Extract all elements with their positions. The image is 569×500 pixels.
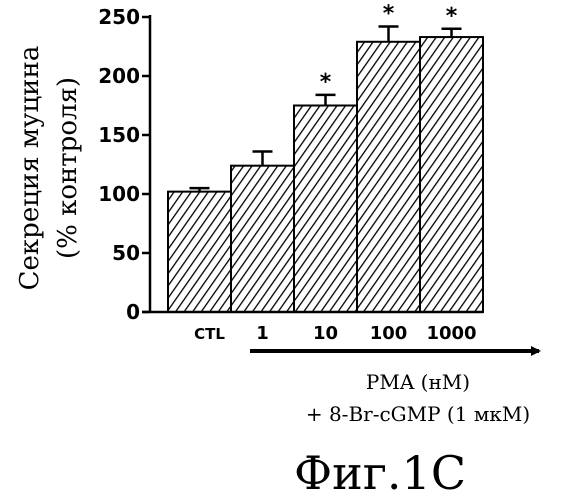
- x-tick-label: 1000: [426, 323, 476, 344]
- x-tick-label: CTL: [194, 325, 225, 343]
- bar: [357, 42, 420, 312]
- y-axis-title: Секреция муцина (% контроля): [15, 46, 83, 291]
- y-tick-label: 0: [126, 300, 140, 324]
- y-tick-label: 200: [98, 64, 140, 88]
- y-tick-label: 250: [98, 5, 140, 29]
- significance-marker: *: [320, 70, 332, 95]
- y-tick-label: 150: [98, 123, 140, 147]
- x-axis-title-line2: + 8-Br-cGMP (1 мкМ): [306, 402, 530, 426]
- y-axis-title-line1: Секреция муцина: [15, 46, 45, 291]
- bar: [294, 106, 357, 313]
- plot-area: 0 50 100 150 200 250 CTL 1 * 10 * 100 * 1000: [98, 1, 483, 344]
- bar: [420, 37, 483, 312]
- x-tick-label: 10: [313, 323, 338, 344]
- y-axis-title-line2: (% контроля): [53, 77, 83, 259]
- x-tick-label: 100: [370, 323, 408, 344]
- significance-marker: *: [383, 1, 395, 26]
- significance-marker: *: [446, 4, 458, 29]
- figure-label: Фиг.1C: [294, 446, 466, 500]
- y-tick-label: 100: [98, 182, 140, 206]
- x-tick-label: 1: [256, 323, 269, 344]
- bar: [168, 192, 231, 312]
- bar: [231, 166, 294, 312]
- x-axis-title-line1: PMA (нМ): [366, 370, 470, 394]
- y-tick-label: 50: [112, 241, 140, 265]
